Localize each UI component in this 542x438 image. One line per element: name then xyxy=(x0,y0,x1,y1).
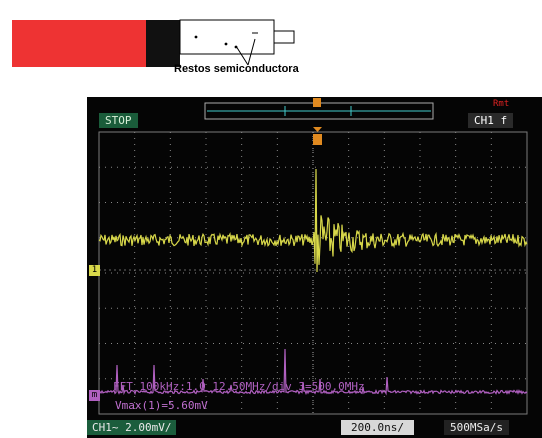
run-status[interactable]: STOP xyxy=(99,113,138,128)
math-level-marker: m xyxy=(89,390,100,401)
residue-dot-1 xyxy=(194,35,198,39)
residue-dot-2 xyxy=(224,42,228,46)
oscilloscope-screen: STOP Rmt CH1 f 1 m FFT 100kHz:1.0 12.50M… xyxy=(87,97,542,438)
ch1-level-marker: 1 xyxy=(89,265,100,276)
math-fft-waveform xyxy=(99,348,528,396)
trigger-marker-top xyxy=(313,98,321,107)
black-jacket xyxy=(146,20,180,67)
measurement-readout: Vmax(1)=5.60mV xyxy=(115,399,208,412)
ch1-waveform xyxy=(98,168,528,273)
pointer-arrow-2 xyxy=(247,38,256,66)
cable-diagram: Restos semiconductora xyxy=(0,0,542,90)
conductor-tip xyxy=(273,30,295,44)
fft-info: FFT 100kHz:1.0 12.50MHz/div 3=500.0MHz xyxy=(113,380,365,393)
trigger-pointer xyxy=(313,127,322,132)
grid-lines xyxy=(99,132,527,414)
red-insulation xyxy=(12,20,146,67)
remote-indicator: Rmt xyxy=(493,99,510,109)
scope-graticule xyxy=(98,98,528,415)
diagram-caption: Restos semiconductora xyxy=(174,63,299,75)
sample-rate: 500MSa/s xyxy=(444,420,509,435)
trigger-channel: CH1 xyxy=(474,114,494,127)
trigger-position-marker xyxy=(313,134,322,145)
timebase-setting[interactable]: 200.0ns/ xyxy=(341,420,414,435)
cable-drawing xyxy=(12,19,295,67)
channel-setting[interactable]: CH1~ 2.00mV/ xyxy=(87,420,177,435)
pointer-arrow-1 xyxy=(235,45,249,66)
trigger-source[interactable]: CH1 f xyxy=(468,113,514,128)
trigger-slope-icon: f xyxy=(500,114,508,127)
semiconductor-section xyxy=(179,19,275,55)
